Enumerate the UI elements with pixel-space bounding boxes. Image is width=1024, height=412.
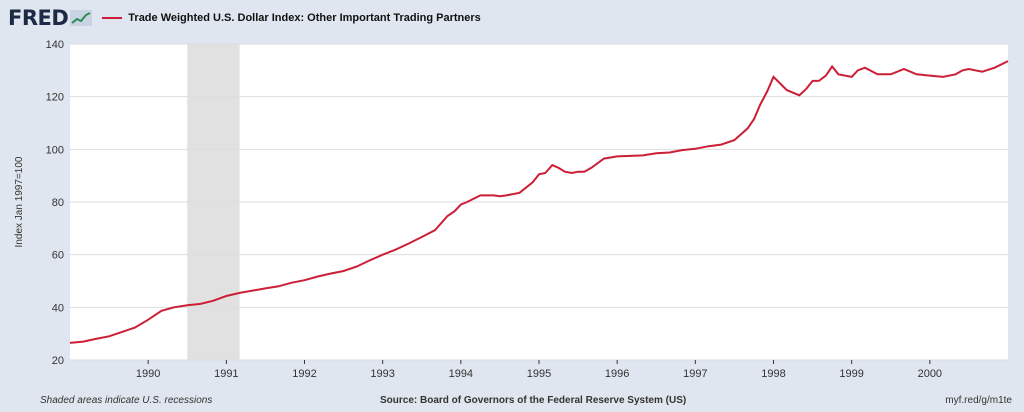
y-axis-label: Index Jan 1997=100 xyxy=(14,156,25,247)
fred-logo[interactable]: FRED xyxy=(8,6,69,30)
x-tick-label-1996: 1996 xyxy=(605,368,629,380)
series-line xyxy=(69,60,1009,344)
x-tick-label-1992: 1992 xyxy=(292,368,316,380)
legend: Trade Weighted U.S. Dollar Index: Other … xyxy=(102,12,481,24)
fred-logo-graph-icon xyxy=(70,10,93,26)
y-tick-label-80: 80 xyxy=(52,197,64,209)
y-tick-label-60: 60 xyxy=(52,250,64,262)
x-tick-label-1998: 1998 xyxy=(761,368,785,380)
y-tick-label-20: 20 xyxy=(52,355,64,367)
x-tick-label-1995: 1995 xyxy=(527,368,551,380)
y-tick-label-140: 140 xyxy=(46,39,64,51)
y-axis-ticks: 20 40 60 80 100 120 140 xyxy=(46,39,64,367)
y-tick-label-100: 100 xyxy=(46,144,64,156)
x-tick-label-2000: 2000 xyxy=(918,368,942,380)
short-url[interactable]: myf.red/g/m1te xyxy=(945,395,1012,406)
x-tick-label-1994: 1994 xyxy=(449,368,473,380)
x-tick-label-1990: 1990 xyxy=(136,368,160,380)
x-tick-label-1999: 1999 xyxy=(839,368,863,380)
chart-header: FRED Trade Weighted U.S. Dollar Index: O… xyxy=(8,4,481,32)
y-tick-label-120: 120 xyxy=(46,92,64,104)
x-tick-label-1991: 1991 xyxy=(214,368,238,380)
source-note: Source: Board of Governors of the Federa… xyxy=(380,395,687,406)
legend-swatch xyxy=(102,17,123,19)
x-tick-label-1993: 1993 xyxy=(370,368,394,380)
x-axis-ticks: 1990 1991 1992 1993 1994 1995 1996 1997 1998 1999… xyxy=(136,360,942,380)
legend-label: Trade Weighted U.S. Dollar Index: Other … xyxy=(128,12,481,24)
y-tick-label-40: 40 xyxy=(52,302,64,314)
recession-note: Shaded areas indicate U.S. recessions xyxy=(40,395,213,406)
x-tick-label-1997: 1997 xyxy=(683,368,707,380)
